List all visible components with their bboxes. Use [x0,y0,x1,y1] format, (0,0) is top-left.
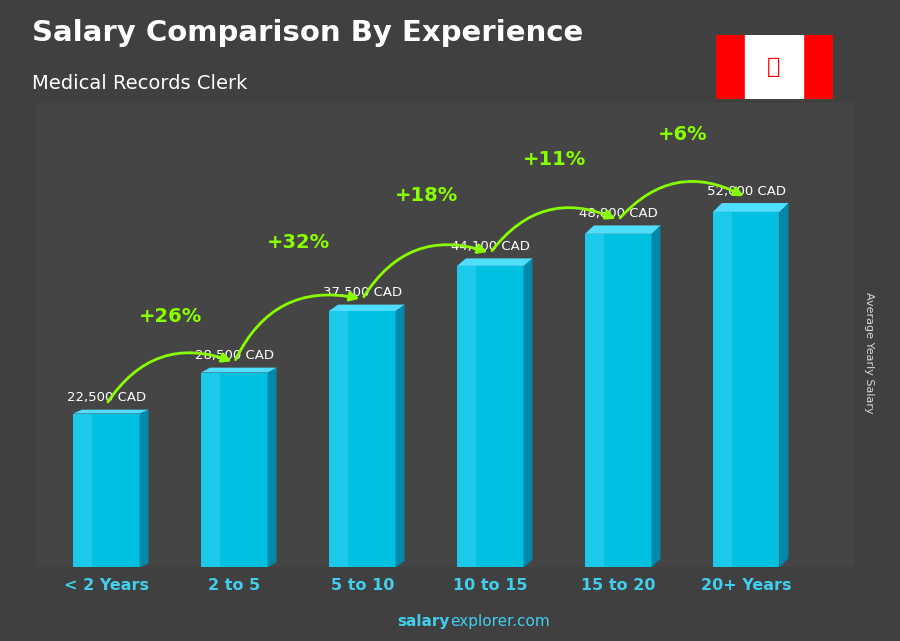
Text: 44,100 CAD: 44,100 CAD [451,240,530,253]
Text: +32%: +32% [266,233,330,251]
FancyBboxPatch shape [30,54,900,601]
Polygon shape [329,311,347,567]
Text: 48,800 CAD: 48,800 CAD [579,207,658,220]
Polygon shape [73,413,140,567]
Polygon shape [73,413,92,567]
Text: explorer.com: explorer.com [450,615,550,629]
FancyArrowPatch shape [236,292,356,360]
Polygon shape [201,368,276,372]
Polygon shape [267,368,276,567]
Text: salary: salary [398,615,450,629]
Polygon shape [329,304,405,311]
Polygon shape [201,372,220,567]
Polygon shape [585,234,604,567]
Polygon shape [779,203,788,567]
Polygon shape [201,372,267,567]
Polygon shape [713,212,779,567]
Polygon shape [652,226,661,567]
Polygon shape [140,410,148,567]
Polygon shape [457,266,475,567]
FancyArrowPatch shape [492,208,613,251]
Text: 🍁: 🍁 [768,57,780,78]
Text: 52,000 CAD: 52,000 CAD [706,185,786,197]
Text: Medical Records Clerk: Medical Records Clerk [32,74,247,93]
Polygon shape [457,266,524,567]
Text: Average Yearly Salary: Average Yearly Salary [863,292,874,413]
Bar [716,35,745,99]
Text: +18%: +18% [395,185,458,204]
Polygon shape [585,234,652,567]
Text: Salary Comparison By Experience: Salary Comparison By Experience [32,19,583,47]
Text: 28,500 CAD: 28,500 CAD [195,349,274,362]
Bar [803,35,833,99]
Text: +6%: +6% [657,125,707,144]
Text: 22,500 CAD: 22,500 CAD [67,391,146,404]
Polygon shape [73,410,148,413]
Text: +11%: +11% [523,151,586,169]
Text: 37,500 CAD: 37,500 CAD [323,286,402,299]
Text: +26%: +26% [139,307,202,326]
Polygon shape [396,304,405,567]
Polygon shape [585,226,661,234]
Polygon shape [329,311,396,567]
FancyArrowPatch shape [108,353,229,402]
Polygon shape [713,203,788,212]
FancyArrowPatch shape [620,181,741,218]
FancyArrowPatch shape [364,245,485,297]
Polygon shape [457,258,533,266]
Polygon shape [713,212,732,567]
Bar [745,35,803,99]
Polygon shape [524,258,533,567]
